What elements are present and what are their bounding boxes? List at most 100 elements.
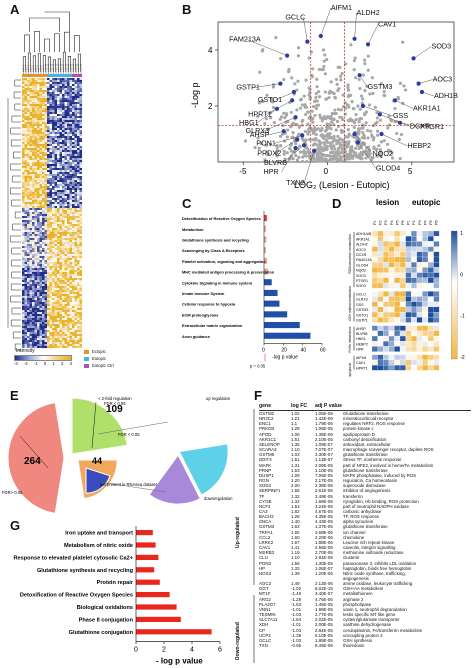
- heatmap-cell: [47, 294, 50, 297]
- heatmap-cell: [57, 156, 60, 159]
- heatmap-cell: [62, 236, 65, 239]
- heatmap-cell: [54, 136, 58, 139]
- heatmap-cell: [22, 218, 25, 221]
- heatmap-cell: [54, 182, 58, 185]
- heatmap-cell: [34, 290, 38, 293]
- heatmap-cell: [29, 142, 33, 145]
- heatmap-cell: [37, 78, 40, 81]
- heatmap-cell: [37, 186, 40, 189]
- heatmap-cell: [37, 204, 40, 207]
- heatmap-cell: [54, 326, 58, 329]
- heatmap-cell: [79, 236, 83, 239]
- heatmap-cell: [24, 316, 28, 319]
- dendrogram-branch: [54, 33, 60, 52]
- heatmap-cell: [59, 258, 63, 261]
- heatmap-cell: [34, 190, 38, 193]
- heatmap-cell: [57, 94, 60, 97]
- heatmap-cell: [74, 244, 78, 247]
- label-leader: [357, 142, 377, 169]
- heatmap-cell: [371, 359, 378, 366]
- heatmap-cell: [37, 178, 40, 181]
- heatmap-cell: [62, 278, 65, 281]
- heatmap-cell: [44, 106, 48, 109]
- heatmap-cell: [383, 301, 389, 308]
- heatmap-cell: [69, 100, 73, 103]
- heatmap-cell: [59, 200, 63, 203]
- heatmap-cell: [77, 272, 80, 275]
- intensity-ticks: -3 -2 -1 0 1 2 3: [14, 361, 72, 366]
- heatmap-cell: [27, 316, 30, 319]
- heatmap-cell: [22, 274, 25, 277]
- heatmap-cell: [77, 188, 80, 191]
- heatmap-cell: [77, 222, 80, 225]
- heatmap-cell: [27, 330, 30, 333]
- heatmap-cell: [52, 292, 55, 295]
- heatmap-cell: [79, 144, 83, 147]
- heatmap-cell: [67, 120, 70, 123]
- heatmap-cell: [52, 338, 55, 341]
- data-point: [291, 131, 295, 135]
- heatmap-cell: [72, 240, 75, 243]
- heatmap-cell: [47, 104, 50, 107]
- heatmap-cell: [27, 140, 30, 143]
- heatmap-cell: [67, 332, 70, 335]
- heatmap-cell: [34, 172, 38, 175]
- heatmap-cell: [69, 276, 73, 279]
- heatmap-cell: [42, 94, 45, 97]
- data-point: [366, 150, 370, 155]
- heatmap-cell: [32, 202, 35, 205]
- heatmap-cell: [49, 162, 53, 165]
- heatmap-cell: [49, 332, 53, 335]
- heatmap-cell: [422, 335, 429, 342]
- heatmap-cell: [67, 220, 70, 223]
- heatmap-cell: [44, 104, 48, 107]
- heatmap-cell: [52, 328, 55, 331]
- heatmap-cell: [44, 268, 48, 271]
- heatmap-cell: [64, 114, 68, 117]
- heatmap-cell: [24, 282, 28, 285]
- data-point: [378, 148, 383, 152]
- heatmap-cell: [29, 122, 33, 125]
- row-group-label: ROS/xenobiotic metabolism: [348, 234, 352, 274]
- data-point: [336, 107, 341, 112]
- heatmap-cell: [74, 136, 78, 139]
- dendrogram-branch: [44, 11, 70, 32]
- heatmap-cell: [59, 344, 63, 347]
- heatmap-cell: [27, 124, 30, 127]
- heatmap-cell: [49, 258, 53, 261]
- heatmap-cell: [44, 258, 48, 261]
- heatmap-cell: [27, 172, 30, 175]
- heatmap-cell: [44, 272, 48, 275]
- heatmap-cell: [59, 316, 63, 319]
- heatmap-cell: [29, 88, 33, 91]
- heatmap-cell: [383, 296, 389, 302]
- heatmap-cell: [67, 290, 70, 293]
- heatmap-cell: [67, 278, 70, 281]
- heatmap-cell: [42, 338, 45, 341]
- heatmap-cell: [49, 262, 53, 265]
- heatmap-cell: [24, 174, 28, 177]
- heatmap-cell: [57, 202, 60, 205]
- heatmap-cell: [34, 344, 38, 347]
- heatmap-cell: [22, 82, 25, 85]
- heatmap-cell: [72, 138, 75, 141]
- heatmap-cell: [79, 262, 83, 265]
- heatmap-cell: [74, 104, 78, 107]
- heatmap-cell: [49, 154, 53, 157]
- heatmap-cell: [24, 122, 28, 125]
- heatmap-cell: [59, 208, 63, 211]
- heatmap-cell: [29, 272, 33, 275]
- heatmap-cell: [62, 160, 65, 163]
- category-label: Platelet activation, signaling and aggre…: [182, 259, 266, 264]
- heatmap-cell: [32, 114, 35, 117]
- heatmap-cell: [39, 140, 43, 143]
- heatmap-cell: [67, 284, 70, 287]
- heatmap-cell: [22, 260, 25, 263]
- heatmap-cell: [22, 292, 25, 295]
- heatmap-cell: [371, 296, 378, 302]
- heatmap-cell: [57, 280, 60, 283]
- heatmap-cell: [74, 116, 78, 119]
- heatmap-cell: [74, 270, 78, 273]
- data-point: [323, 53, 327, 57]
- heatmap-cell: [39, 266, 43, 269]
